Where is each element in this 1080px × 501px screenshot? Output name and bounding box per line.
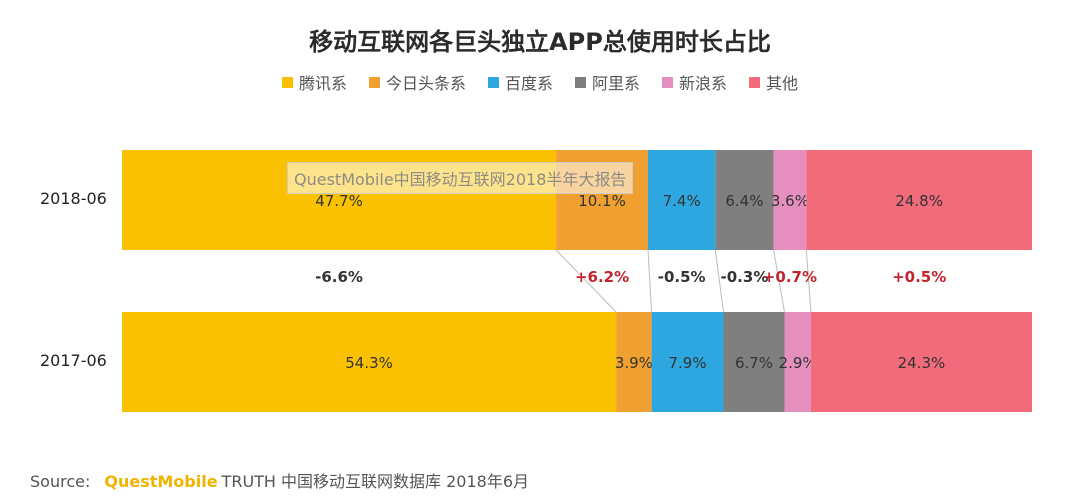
legend-item-sina: 新浪系 [662,70,727,94]
legend: 腾讯系 今日头条系 百度系 阿里系 新浪系 其他 [0,70,1080,94]
legend-label: 今日头条系 [385,74,466,93]
legend-label: 阿里系 [592,74,641,93]
legend-swatch [281,76,293,88]
bar-segment [806,150,1032,250]
connector-line [805,249,812,313]
change-label: -0.3% [721,268,769,286]
legend-label: 腾讯系 [298,74,347,93]
bar-value-label: 7.4% [663,192,701,210]
connector-line [773,249,785,313]
bar-segment [715,150,774,250]
legend-swatch [662,76,674,88]
source-prefix: Source: [30,472,91,491]
change-label: -0.5% [658,268,706,286]
category-label-2018: 2018-06 [40,189,107,208]
bar-value-label: 24.8% [895,192,943,210]
bar-segment [651,312,724,412]
legend-item-other: 其他 [749,70,798,94]
connector-line [647,249,653,313]
bar-segment [784,312,811,412]
legend-swatch [487,76,499,88]
legend-label: 新浪系 [679,74,728,93]
change-label: +0.7% [763,268,817,286]
watermark: QuestMobile中国移动互联网2018半年大报告 [287,162,634,194]
bar-segment [723,312,785,412]
bar-segment [810,312,1032,412]
bar-value-label: 24.3% [898,354,946,372]
legend-item-toutiao: 今日头条系 [368,70,466,94]
change-label: +0.5% [892,268,946,286]
change-label: +6.2% [575,268,629,286]
bar-value-label: 3.6% [771,192,809,210]
legend-label: 百度系 [504,74,553,93]
bar-value-label: 10.1% [578,192,626,210]
change-label: -6.6% [315,268,363,286]
connector-line [555,249,617,313]
legend-swatch [749,76,761,88]
bar-segment [616,312,652,412]
source-brand: QuestMobile [104,472,218,491]
legend-item-tencent: 腾讯系 [281,70,347,94]
chart-title: 移动互联网各巨头独立APP总使用时长占比 [309,28,771,56]
source-note: Source: QuestMobile TRUTH 中国移动互联网数据库 2018年… [30,468,529,492]
bar-segment [773,150,807,250]
source-text: TRUTH 中国移动互联网数据库 2018年6月 [221,472,530,491]
bar-segment [122,312,617,412]
bar-value-label: 2.9% [779,354,817,372]
legend-label: 其他 [766,74,799,93]
bar-value-label: 7.9% [669,354,707,372]
category-label-2017: 2017-06 [40,351,107,370]
bar-value-label: 54.3% [345,354,393,372]
legend-item-baidu: 百度系 [487,70,553,94]
connector-line [714,249,725,313]
legend-item-alibaba: 阿里系 [575,70,640,94]
bar-value-label: 47.7% [315,192,363,210]
bar-value-label: 3.9% [615,354,653,372]
legend-swatch [368,76,380,88]
bar-value-label: 6.4% [725,192,763,210]
bar-value-label: 6.7% [735,354,773,372]
legend-swatch [575,76,586,88]
bar-segment [647,150,716,250]
